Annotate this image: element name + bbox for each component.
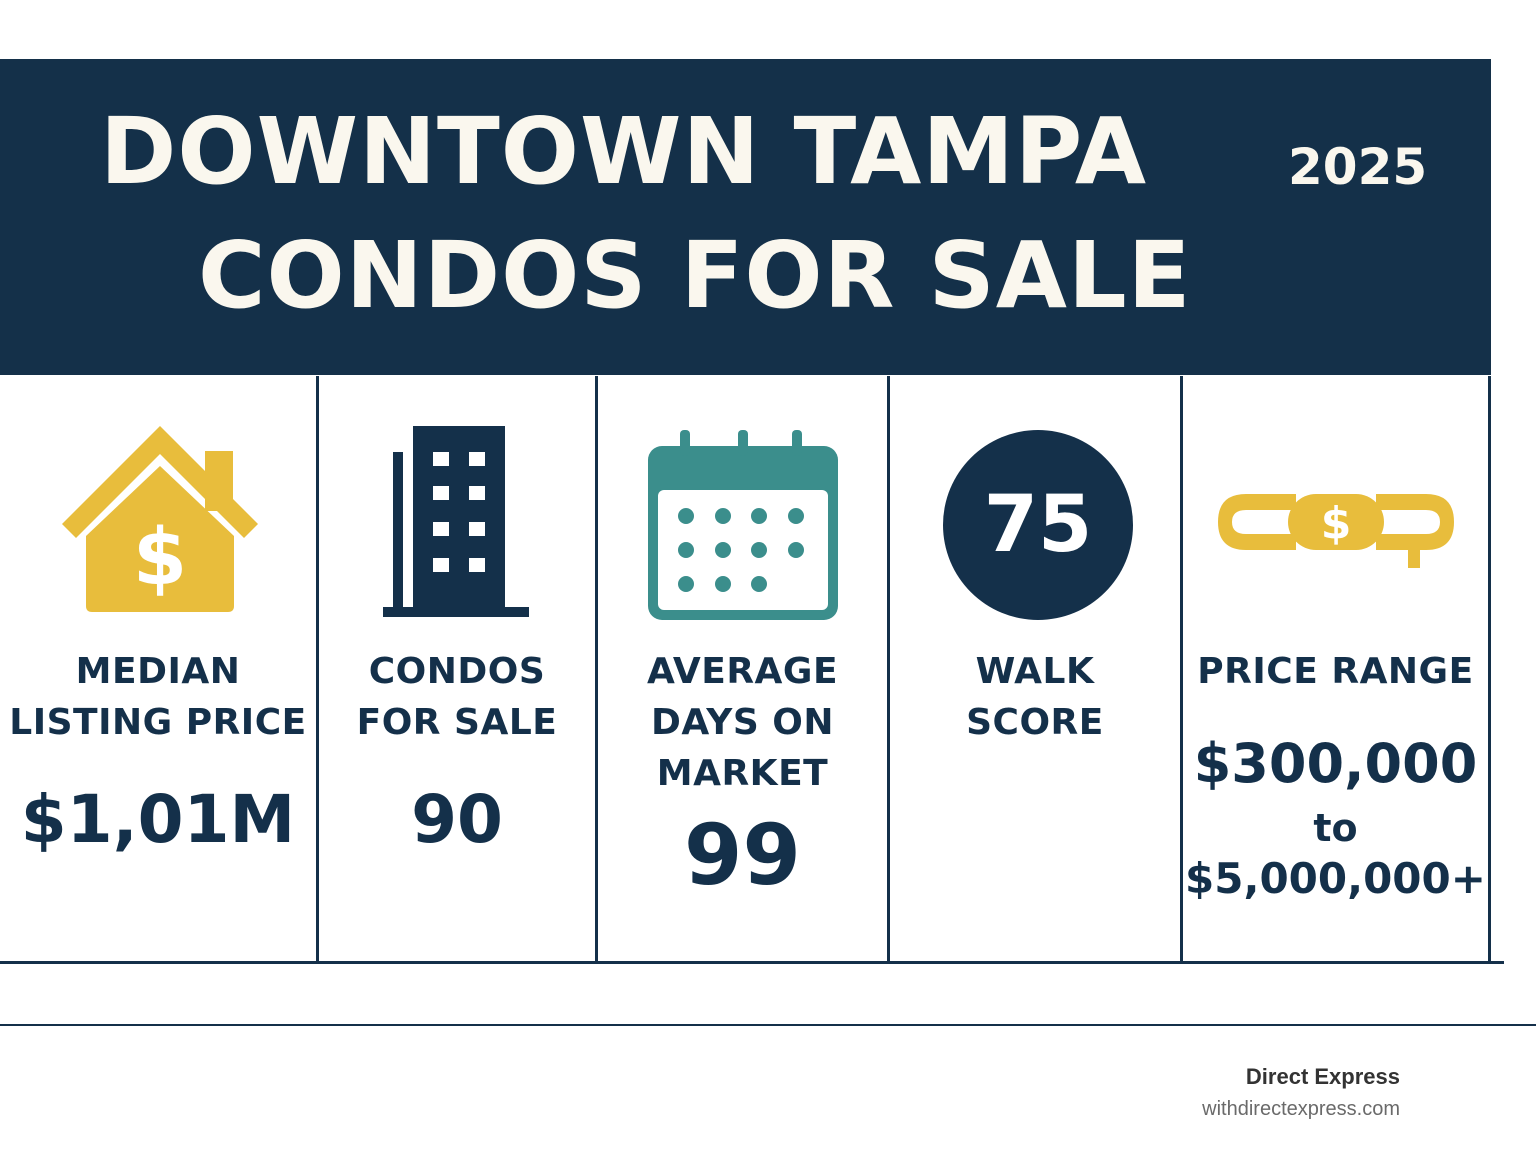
website-link[interactable]: withdirectexpress.com (1202, 1098, 1400, 1120)
median-value: $1,01M (20, 781, 296, 858)
footer-divider (0, 1024, 1536, 1026)
svg-text:$: $ (133, 513, 187, 603)
divider-1 (316, 376, 319, 962)
divider-right (1488, 376, 1491, 962)
divider-4 (1180, 376, 1183, 962)
days-label-line2: DAYS ON (650, 702, 835, 743)
stat-condos-for-sale: CONDOS FOR SALE 90 (319, 376, 595, 962)
price-range-to: to (1313, 806, 1358, 850)
stat-price-range: $ PRICE RANGE $300,000 to $5,000,000+ (1183, 376, 1488, 962)
days-value: 99 (684, 806, 801, 904)
median-label-line2: LISTING PRICE (9, 702, 307, 743)
page-title-line2: CONDOS FOR SALE (198, 222, 1192, 329)
divider-2 (595, 376, 598, 962)
median-label-line1: MEDIAN (75, 651, 241, 692)
condos-label-line1: CONDOS (368, 651, 546, 692)
walk-label-line1: WALK (975, 651, 1095, 692)
condos-label-line2: FOR SALE (356, 702, 558, 743)
walk-score-badge (943, 430, 1133, 620)
stat-walk-score: 75 WALK SCORE (890, 376, 1180, 962)
walk-label-line2: SCORE (966, 702, 1104, 743)
days-label-line1: AVERAGE (646, 651, 839, 692)
price-range-icon: $ (1218, 494, 1454, 568)
page-title-line1: DOWNTOWN TAMPA (100, 98, 1148, 205)
price-range-label: PRICE RANGE (1197, 651, 1474, 692)
building-icon (383, 426, 529, 617)
stat-median-price: $ MEDIAN LISTING PRICE $1,01M (0, 376, 316, 962)
stats-bottom-line (0, 961, 1504, 964)
year-label: 2025 (1288, 138, 1428, 196)
svg-text:$: $ (1321, 498, 1352, 549)
price-range-max: $5,000,000+ (1185, 854, 1486, 903)
house-dollar-icon: $ (62, 426, 258, 612)
calendar-icon (648, 430, 838, 620)
stat-days-on-market: AVERAGE DAYS ON MARKET 99 (598, 376, 887, 962)
brand-name: Direct Express (1245, 1064, 1400, 1089)
divider-3 (887, 376, 890, 962)
days-label-line3: MARKET (656, 753, 829, 794)
price-range-min: $300,000 (1193, 732, 1478, 795)
walk-score-number: 75 (983, 480, 1093, 570)
condos-value: 90 (411, 781, 503, 858)
title-banner (0, 59, 1491, 375)
